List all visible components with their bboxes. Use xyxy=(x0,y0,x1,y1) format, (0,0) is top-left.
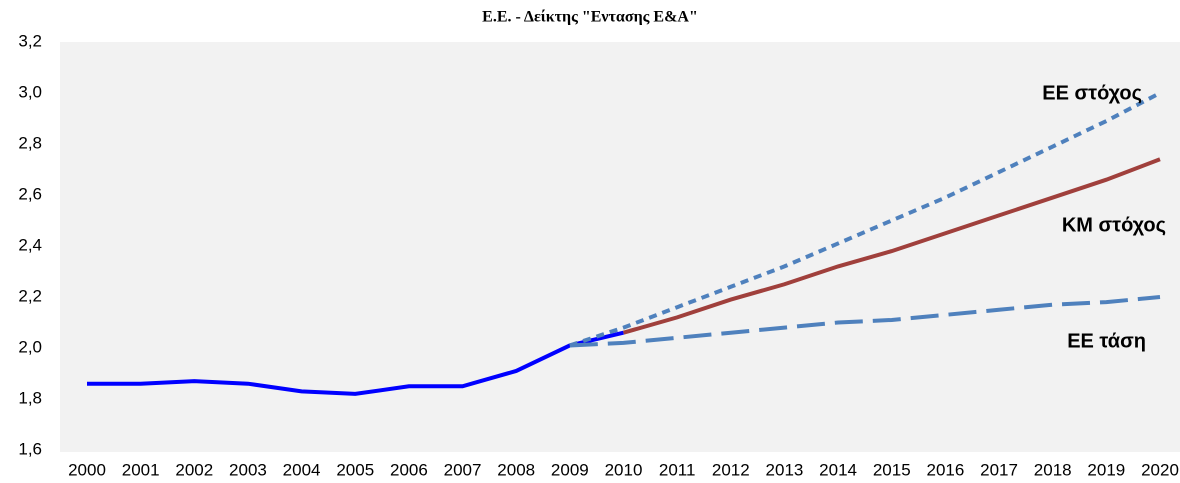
series-label: ΚΜ στόχος xyxy=(1062,214,1166,236)
x-tick-label: 2011 xyxy=(659,460,696,479)
x-tick-label: 2001 xyxy=(122,460,160,479)
x-tick-label: 2019 xyxy=(1087,460,1125,479)
y-tick-label: 3,0 xyxy=(18,82,42,101)
series-line xyxy=(87,330,624,396)
x-tick-label: 2007 xyxy=(444,460,482,479)
chart-title: Ε.Ε. - Δείκτης "Εντασης Ε&Α" xyxy=(482,9,698,26)
x-tick-label: 2016 xyxy=(926,460,964,479)
x-tick-label: 2012 xyxy=(712,460,750,479)
series-line xyxy=(569,91,1161,348)
series-label: ΕΕ τάση xyxy=(1067,330,1146,352)
x-tick-label: 2009 xyxy=(551,460,589,479)
x-tick-label: 2008 xyxy=(497,460,535,479)
x-tick-label: 2014 xyxy=(819,460,857,479)
y-tick-label: 2,8 xyxy=(18,133,42,152)
x-tick-label: 2000 xyxy=(68,460,106,479)
y-tick-label: 2,2 xyxy=(18,286,42,305)
x-tick-label: 2005 xyxy=(336,460,374,479)
x-tick-label: 2020 xyxy=(1141,460,1179,479)
y-tick-label: 2,6 xyxy=(18,184,42,203)
x-tick-label: 2013 xyxy=(766,460,804,479)
y-tick-label: 1,8 xyxy=(18,388,42,407)
x-tick-label: 2017 xyxy=(980,460,1018,479)
x-tick-label: 2015 xyxy=(873,460,911,479)
y-tick-label: 2,4 xyxy=(18,235,42,254)
x-tick-label: 2010 xyxy=(605,460,643,479)
x-tick-label: 2018 xyxy=(1034,460,1072,479)
series-line xyxy=(569,295,1161,348)
series-label: ΕΕ στόχος xyxy=(1042,82,1142,104)
x-tick-label: 2006 xyxy=(390,460,428,479)
y-tick-label: 3,2 xyxy=(18,31,42,50)
y-tick-label: 1,6 xyxy=(18,439,42,458)
x-tick-label: 2003 xyxy=(229,460,267,479)
y-tick-label: 2,0 xyxy=(18,337,42,356)
series-line xyxy=(622,157,1161,335)
plot-area xyxy=(60,42,1180,452)
x-tick-label: 2004 xyxy=(283,460,321,479)
x-tick-label: 2002 xyxy=(175,460,213,479)
